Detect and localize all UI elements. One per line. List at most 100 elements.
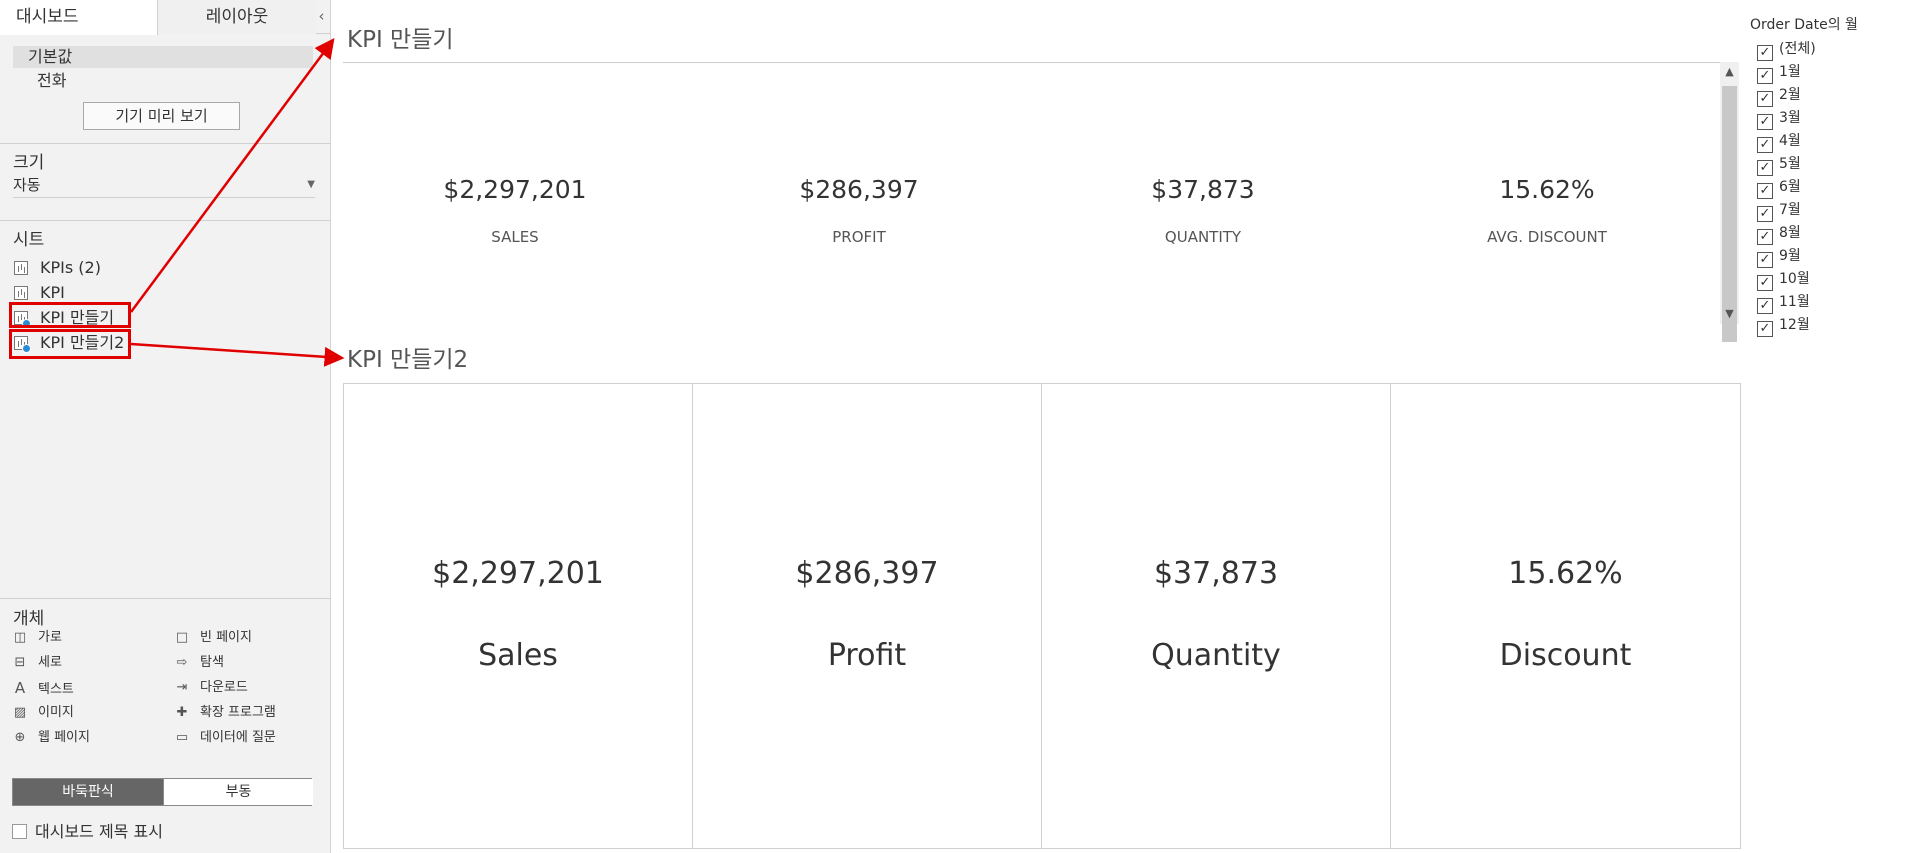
kpi-card-profit: $286,397 Profit — [693, 384, 1042, 848]
kpi-card-label: Discount — [1499, 638, 1632, 673]
checked-checkbox-icon[interactable]: ✓ — [1757, 91, 1773, 107]
device-preview-button[interactable]: 기기 미리 보기 — [83, 102, 240, 130]
show-dashboard-title[interactable]: 대시보드 제목 표시 — [12, 822, 163, 842]
object-image[interactable]: ▨ 이미지 — [12, 703, 74, 723]
object-download[interactable]: ⇥ 다운로드 — [174, 678, 248, 698]
ask-data-icon: ▭ — [175, 730, 189, 745]
filter-option-label: 7월 — [1779, 202, 1801, 218]
section-divider — [0, 143, 331, 144]
sheet-item[interactable]: KPI 만들기2 — [14, 332, 124, 354]
kpi-card-sales: $2,297,201 Sales — [344, 384, 693, 848]
object-label: 빈 페이지 — [200, 630, 252, 645]
filter-option[interactable]: ✓ (전체) — [1757, 39, 1816, 61]
object-text[interactable]: A 텍스트 — [12, 678, 74, 698]
filter-option[interactable]: ✓ 2월 — [1757, 85, 1801, 107]
tab-layout[interactable]: 레이아웃 — [158, 0, 316, 34]
object-navigation[interactable]: ⇨ 탐색 — [174, 653, 224, 673]
image-icon: ▨ — [13, 705, 27, 720]
size-section-title: 크기 — [13, 153, 45, 173]
checked-checkbox-icon[interactable]: ✓ — [1757, 114, 1773, 130]
checked-checkbox-icon[interactable]: ✓ — [1757, 229, 1773, 245]
kpi-card-value: 15.62% — [1508, 556, 1623, 591]
text-icon: A — [14, 679, 26, 697]
filter-option[interactable]: ✓ 10월 — [1757, 269, 1810, 291]
checked-checkbox-icon[interactable]: ✓ — [1757, 298, 1773, 314]
filter-option-label: 5월 — [1779, 156, 1801, 172]
chevron-down-icon: ▼ — [307, 179, 315, 190]
vertical-scrollbar[interactable]: ▲ ▼ — [1720, 62, 1739, 342]
kpi-card-label: Sales — [478, 638, 558, 673]
kpi-sales-label: SALES — [491, 228, 539, 246]
kpi-card-label: Profit — [827, 638, 907, 673]
filter-option-label: 3월 — [1779, 110, 1801, 126]
filter-option[interactable]: ✓ 11월 — [1757, 292, 1810, 314]
object-label: 웹 페이지 — [38, 730, 90, 745]
object-vertical[interactable]: ⊟ 세로 — [12, 653, 62, 673]
filter-option-label: 8월 — [1779, 225, 1801, 241]
tiled-option[interactable]: 바둑판식 — [13, 779, 163, 805]
checked-checkbox-icon[interactable]: ✓ — [1757, 252, 1773, 268]
filter-option[interactable]: ✓ 3월 — [1757, 108, 1801, 130]
objects-section-title: 개체 — [13, 609, 45, 629]
kpi-discount-label: AVG. DISCOUNT — [1487, 228, 1607, 246]
kpi-card-discount: 15.62% Discount — [1391, 384, 1740, 848]
checked-checkbox-icon[interactable]: ✓ — [1757, 183, 1773, 199]
section-divider — [0, 598, 331, 599]
filter-option[interactable]: ✓ 7월 — [1757, 200, 1801, 222]
filter-option-label: 10월 — [1779, 271, 1810, 287]
filter-option[interactable]: ✓ 5월 — [1757, 154, 1801, 176]
device-default-item[interactable]: 기본값 — [13, 46, 313, 68]
sheet-item[interactable]: KPI — [14, 282, 65, 304]
show-title-label: 대시보드 제목 표시 — [35, 822, 163, 841]
show-title-checkbox[interactable] — [12, 824, 27, 839]
kpi-card-grid: $2,297,201 Sales $286,397 Profit $37,873… — [343, 383, 1741, 849]
device-phone-item[interactable]: 전화 — [37, 71, 67, 90]
floating-option[interactable]: 부동 — [163, 779, 313, 805]
filter-option[interactable]: ✓ 6월 — [1757, 177, 1801, 199]
size-dropdown[interactable]: 자동 ▼ — [13, 174, 315, 198]
sheets-section-title: 시트 — [13, 230, 45, 250]
checked-checkbox-icon[interactable]: ✓ — [1757, 68, 1773, 84]
kpi-card-value: $37,873 — [1153, 556, 1279, 591]
object-label: 탐색 — [200, 655, 224, 670]
scrollbar-thumb[interactable] — [1722, 86, 1737, 342]
checked-checkbox-icon[interactable]: ✓ — [1757, 206, 1773, 222]
filter-option-label: 2월 — [1779, 87, 1801, 103]
checked-checkbox-icon[interactable]: ✓ — [1757, 275, 1773, 291]
layout-mode-toggle: 바둑판식 부동 — [12, 778, 313, 806]
checked-checkbox-icon[interactable]: ✓ — [1757, 160, 1773, 176]
object-extension[interactable]: ✚ 확장 프로그램 — [174, 703, 276, 723]
filter-option[interactable]: ✓ 9월 — [1757, 246, 1801, 268]
object-blank[interactable]: □ 빈 페이지 — [174, 628, 252, 648]
object-web-page[interactable]: ⊕ 웹 페이지 — [12, 728, 90, 748]
filter-option[interactable]: ✓ 8월 — [1757, 223, 1801, 245]
download-icon: ⇥ — [176, 680, 188, 695]
worksheet-icon — [14, 261, 28, 275]
checked-checkbox-icon[interactable]: ✓ — [1757, 137, 1773, 153]
checked-checkbox-icon[interactable]: ✓ — [1757, 321, 1773, 337]
filter-option-label: 4월 — [1779, 133, 1801, 149]
kpi-quantity-value: $37,873 — [1151, 175, 1255, 204]
collapse-panel-icon[interactable]: ‹ — [318, 7, 325, 25]
kpi-card-value: $2,297,201 — [432, 556, 604, 591]
sheet-item[interactable]: KPI 만들기 — [14, 307, 114, 329]
filter-option[interactable]: ✓ 4월 — [1757, 131, 1801, 153]
kpi-sales-value: $2,297,201 — [443, 175, 587, 204]
object-horizontal[interactable]: ◫ 가로 — [12, 628, 62, 648]
scroll-up-icon[interactable]: ▲ — [1725, 65, 1734, 78]
object-label: 다운로드 — [200, 680, 248, 695]
filter-option-label: 6월 — [1779, 179, 1801, 195]
filter-option[interactable]: ✓ 1월 — [1757, 62, 1801, 84]
checked-checkbox-icon[interactable]: ✓ — [1757, 45, 1773, 61]
sheet-item-label: KPI 만들기2 — [40, 333, 125, 352]
tab-dashboard[interactable]: 대시보드 — [0, 0, 158, 35]
kpi-card-label: Quantity — [1151, 638, 1281, 673]
filter-option-label: (전체) — [1779, 41, 1816, 57]
object-label: 이미지 — [38, 705, 74, 720]
sheet-item-label: KPI 만들기 — [40, 308, 115, 327]
object-ask-data[interactable]: ▭ 데이터에 질문 — [174, 728, 276, 748]
kpi-profit-value: $286,397 — [799, 175, 919, 204]
scroll-down-icon[interactable]: ▼ — [1725, 307, 1734, 320]
sheet-item[interactable]: KPIs (2) — [14, 257, 101, 279]
filter-option[interactable]: ✓ 12월 — [1757, 315, 1810, 337]
